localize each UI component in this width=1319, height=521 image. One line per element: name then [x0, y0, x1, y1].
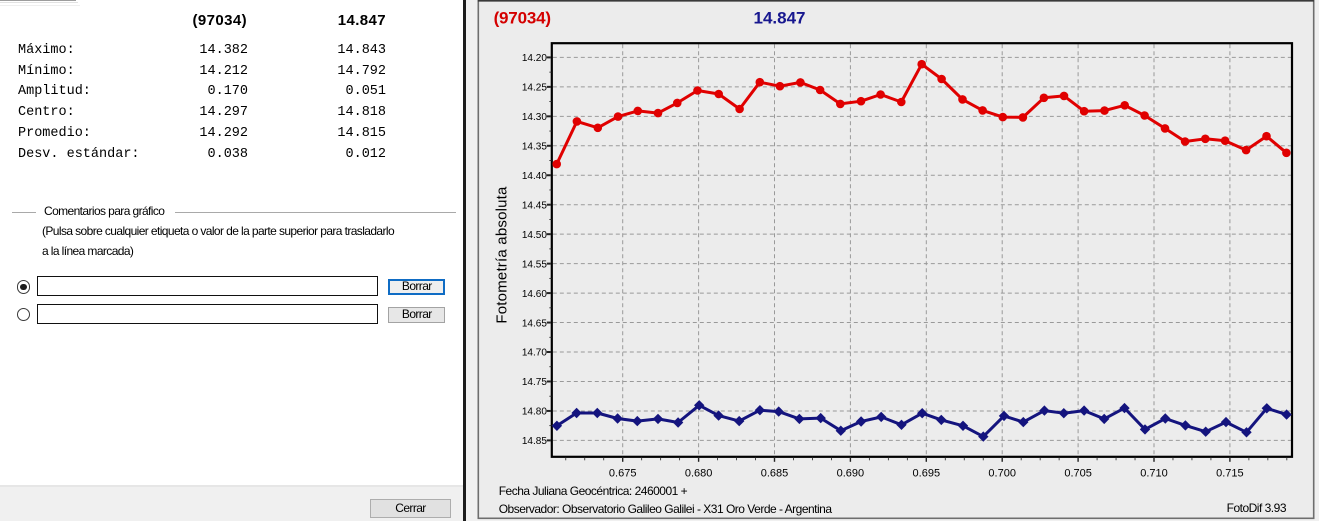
svg-text:14.45: 14.45: [522, 200, 547, 211]
svg-text:14.80: 14.80: [522, 407, 547, 418]
svg-text:14.40: 14.40: [522, 171, 547, 182]
svg-text:0.715: 0.715: [1216, 468, 1244, 480]
svg-text:0.685: 0.685: [761, 468, 789, 480]
svg-text:0.680: 0.680: [685, 468, 713, 480]
svg-text:Fecha Juliana Geocéntrica: 246: Fecha Juliana Geocéntrica: 2460001 +: [499, 484, 688, 498]
svg-text:14.20: 14.20: [522, 53, 547, 64]
svg-text:14.35: 14.35: [522, 141, 547, 152]
svg-text:(97034): (97034): [494, 9, 551, 28]
svg-text:14.65: 14.65: [522, 318, 547, 329]
svg-text:14.85: 14.85: [522, 436, 547, 447]
svg-text:14.50: 14.50: [522, 230, 547, 241]
svg-text:14.25: 14.25: [522, 83, 547, 94]
svg-text:Fotometría absoluta: Fotometría absoluta: [494, 186, 511, 324]
svg-text:0.710: 0.710: [1140, 468, 1168, 480]
svg-text:14.60: 14.60: [522, 289, 547, 300]
svg-text:14.847: 14.847: [754, 9, 806, 28]
svg-text:0.700: 0.700: [988, 468, 1016, 480]
svg-text:14.55: 14.55: [522, 259, 547, 270]
svg-text:14.75: 14.75: [522, 377, 547, 388]
svg-text:14.70: 14.70: [522, 348, 547, 359]
svg-text:0.690: 0.690: [837, 468, 865, 480]
svg-text:FotoDif 3.93: FotoDif 3.93: [1227, 501, 1287, 515]
svg-text:14.30: 14.30: [522, 112, 547, 123]
svg-text:0.695: 0.695: [913, 468, 941, 480]
svg-text:Observador: Observatorio Galil: Observador: Observatorio Galileo Galilei…: [499, 502, 833, 516]
svg-text:0.675: 0.675: [609, 468, 637, 480]
svg-text:0.705: 0.705: [1064, 468, 1092, 480]
